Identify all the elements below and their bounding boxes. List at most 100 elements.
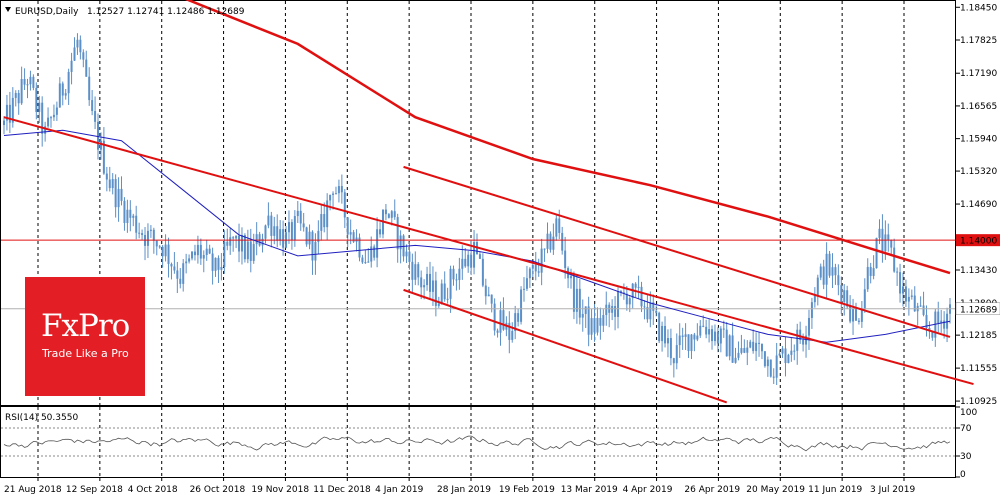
candle-body [611,305,614,313]
candle-body [884,234,887,252]
candle-body [793,350,796,352]
candle-body [575,288,578,312]
candle-body [805,335,808,345]
candle-body [590,318,593,335]
candle-body [943,320,946,329]
candle-body [214,257,217,271]
candle-body [455,279,458,281]
price-tick-label: 1.15940 [960,135,997,145]
candle-body [910,295,913,297]
price-tick-label: 1.10925 [960,397,997,407]
resistance-price-tag [956,234,1000,247]
date-label: 21 Aug 2018 [4,485,62,495]
candle-body [520,289,523,322]
candle-body [246,241,249,260]
candle-body [340,186,343,193]
candle-body [343,192,346,218]
candle-body [828,253,831,276]
rsi-line [3,435,951,452]
header-symbol: EURUSD,Daily [15,7,79,17]
candle-body [126,209,129,223]
candle-body [379,229,382,235]
candle-body [446,298,449,300]
trend-line [3,116,974,386]
candle-body [849,306,852,322]
candle-body [167,244,170,264]
candle-body [802,339,805,345]
price-tick-label: 1.12185 [960,331,997,341]
candle-body [637,286,640,288]
resistance-price-label: 1.14000 [960,237,997,247]
candle-body [578,288,581,318]
candle-body [617,290,620,317]
candle-body [311,231,314,261]
candle-body [655,310,658,313]
candle-body [799,329,802,340]
logo-main-text: FxPro [41,308,130,344]
candle-body [508,322,511,340]
candle-body [208,248,211,254]
candle-body [904,286,907,302]
candle-body [135,215,138,233]
candle-body [596,317,599,333]
candle-body [664,325,667,344]
date-label: 4 Apr 2019 [623,485,673,495]
price-tick-label: 1.16565 [960,102,997,112]
candle-body [646,307,649,320]
candle-body [355,237,358,242]
candle-body [593,318,596,333]
candle-body [931,331,934,338]
candle-body [807,317,810,336]
current-price-label: 1.12689 [960,305,997,315]
candle-body [279,229,282,241]
candle-body [88,76,91,101]
date-label: 11 Dec 2018 [313,485,371,495]
candle-body [393,211,396,218]
candle-body [816,277,819,296]
candle-body [681,335,684,337]
candle-body [749,341,752,348]
candle-body [514,313,517,332]
candle-body [478,254,481,259]
candle-body [669,338,672,359]
candle-body [182,263,185,284]
candle-body [35,87,38,112]
candle-body [499,310,502,333]
candle-body [843,290,846,302]
candle-body [423,285,426,288]
candle-body [552,236,555,250]
candle-body [170,263,173,267]
candle-body [23,79,26,85]
candle-body [728,335,731,357]
candle-body [61,83,64,96]
candle-body [11,97,14,123]
price-tick-label: 1.15320 [960,167,997,177]
date-label: 12 Sep 2018 [66,485,123,495]
candle-body [370,246,373,262]
candle-body [652,302,655,311]
candle-body [725,329,728,357]
candle-body [240,235,243,252]
candle-body [564,250,567,269]
candle-body [440,283,443,304]
candle-body [105,173,108,180]
candle-body [264,225,267,239]
candle-body [111,179,114,189]
candle-body [528,268,531,279]
candle-body [584,306,587,314]
candle-body [752,341,755,352]
candle-body [408,251,411,262]
candle-body [784,348,787,363]
candle-body [602,315,605,326]
candle-body [296,210,299,217]
price-tick-label: 1.14690 [960,200,997,210]
candle-body [317,230,320,242]
candle-body [305,227,308,245]
candle-body [619,290,622,293]
candle-body [232,237,235,239]
candle-body [52,114,55,118]
candle-body [622,292,625,294]
candle-body [922,305,925,315]
